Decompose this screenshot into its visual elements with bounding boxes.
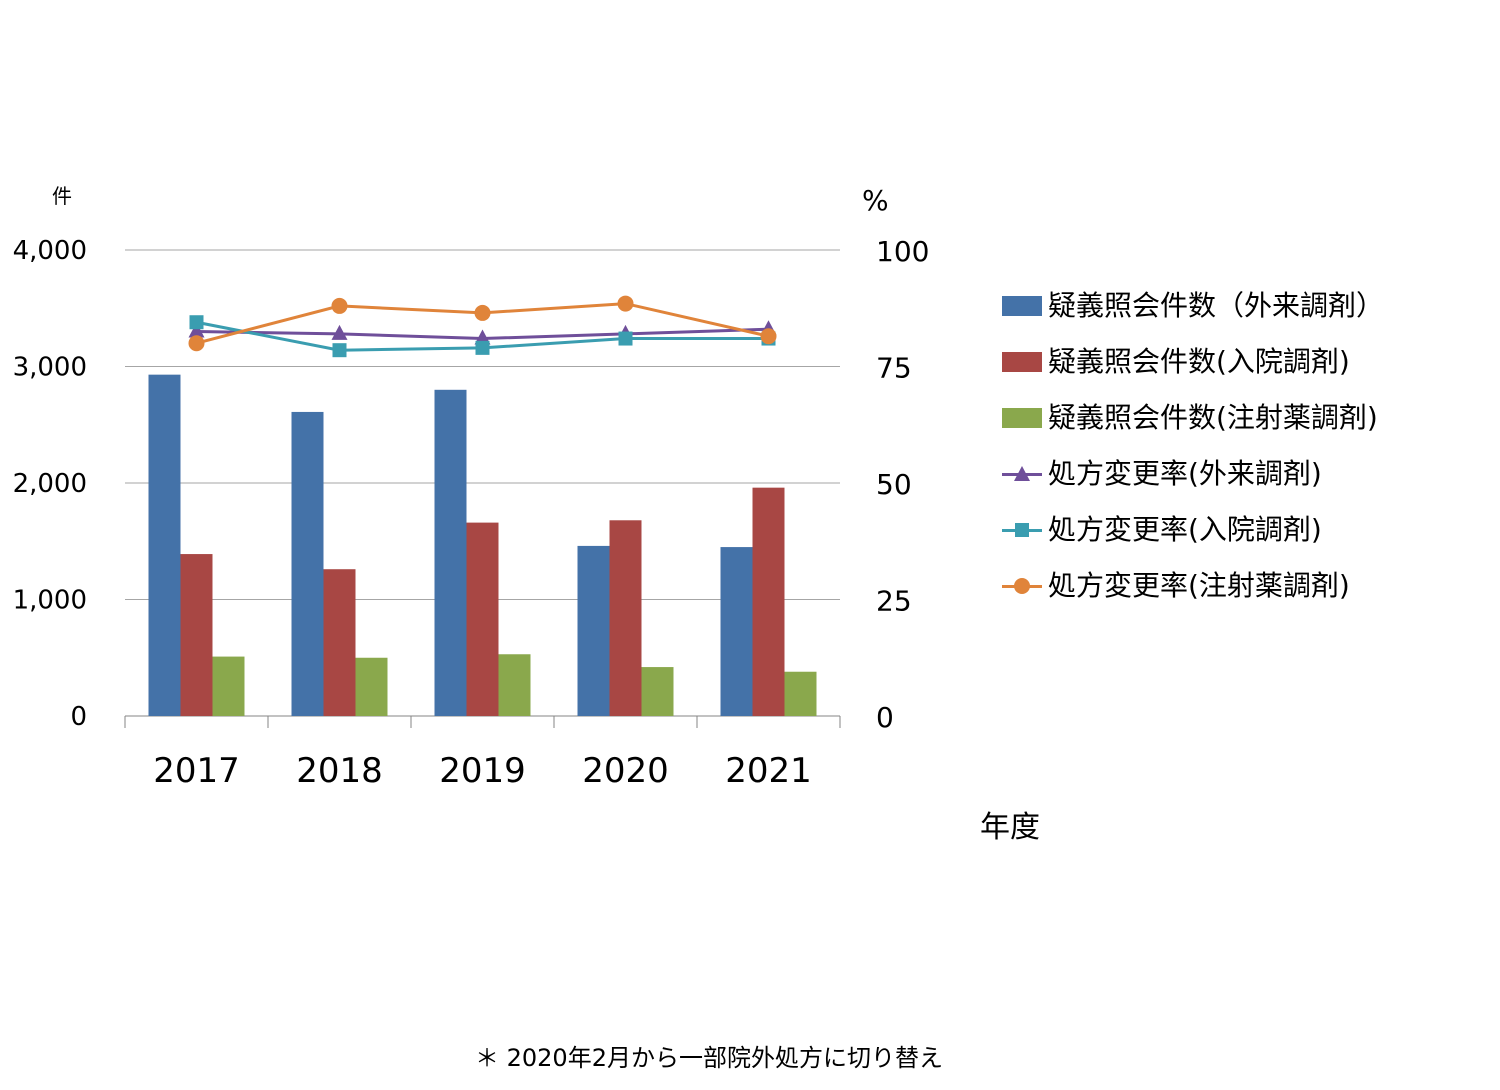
bar — [498, 654, 531, 716]
line-point — [188, 335, 205, 352]
left-axis-tick-label: 1,000 — [13, 586, 87, 616]
left-axis-tick-label: 2,000 — [13, 469, 87, 499]
legend-label: 処方変更率(注射薬調剤) — [1048, 569, 1350, 602]
right-axis-tick-label: 0 — [876, 701, 894, 734]
bar — [291, 411, 324, 716]
circle-marker-icon — [1014, 578, 1030, 594]
right-axis-tick-label: 25 — [876, 585, 912, 618]
triangle-marker-icon — [1014, 466, 1030, 481]
bar — [148, 374, 181, 716]
legend-item: 疑義照会件数（外来調剤） — [1000, 282, 1480, 338]
right-axis-tick-label: 100 — [876, 235, 929, 268]
x-axis-tick-label: 2019 — [439, 751, 526, 791]
legend-item: 処方変更率(入院調剤) — [1000, 506, 1480, 562]
bar — [355, 657, 388, 716]
square-marker-icon — [1015, 523, 1029, 537]
x-axis-tick-label: 2020 — [582, 751, 669, 791]
legend-label: 処方変更率(入院調剤) — [1048, 513, 1322, 546]
x-axis-tick-label: 2021 — [725, 751, 812, 791]
line-point — [760, 328, 777, 345]
legend-label: 疑義照会件数(注射薬調剤) — [1048, 401, 1378, 434]
line-point — [617, 295, 634, 312]
bar — [323, 569, 356, 716]
right-axis-unit: % — [862, 184, 889, 217]
line-point — [331, 297, 348, 314]
left-axis-tick-label: 0 — [70, 702, 87, 732]
bar — [180, 554, 213, 716]
legend-label: 疑義照会件数(入院調剤) — [1048, 345, 1350, 378]
bar — [577, 545, 610, 716]
line-point — [474, 304, 491, 321]
x-axis-tick-label: 2017 — [153, 751, 240, 791]
legend-item: 疑義照会件数(注射薬調剤) — [1000, 394, 1480, 450]
line-point — [475, 340, 490, 355]
right-axis-tick-label: 75 — [876, 352, 912, 385]
line-point — [188, 322, 205, 338]
right-axis-tick-label: 50 — [876, 468, 912, 501]
left-axis-tick-label: 3,000 — [13, 353, 87, 383]
legend-item: 疑義照会件数(入院調剤) — [1000, 338, 1480, 394]
bar — [212, 656, 245, 716]
legend: 疑義照会件数（外来調剤） 疑義照会件数(入院調剤) 疑義照会件数(注射薬調剤) … — [1000, 282, 1480, 618]
legend-item: 処方変更率(外来調剤) — [1000, 450, 1480, 506]
left-axis-unit: 件 — [52, 184, 72, 208]
line-point — [189, 315, 204, 330]
bar — [720, 547, 753, 716]
legend-label: 疑義照会件数（外来調剤） — [1048, 289, 1385, 322]
left-axis-tick-label: 4,000 — [13, 236, 87, 266]
legend-swatch — [1002, 296, 1042, 316]
bar — [434, 389, 467, 716]
line-point — [474, 329, 491, 345]
bar — [784, 671, 817, 716]
legend-swatch — [1002, 352, 1042, 372]
legend-item: 処方変更率(注射薬調剤) — [1000, 562, 1480, 618]
bar — [466, 522, 499, 716]
bar — [752, 487, 785, 716]
bar — [609, 520, 642, 716]
footnote: ＊ 2020年2月から一部院外処方に切り替え — [475, 1044, 943, 1072]
x-axis-title: 年度 — [980, 810, 1040, 845]
bar — [641, 667, 674, 716]
line-point — [331, 324, 348, 340]
legend-swatch — [1002, 408, 1042, 428]
line-point — [332, 343, 347, 358]
x-axis-tick-label: 2018 — [296, 751, 383, 791]
line-point — [618, 331, 633, 346]
legend-label: 処方変更率(外来調剤) — [1048, 457, 1322, 490]
